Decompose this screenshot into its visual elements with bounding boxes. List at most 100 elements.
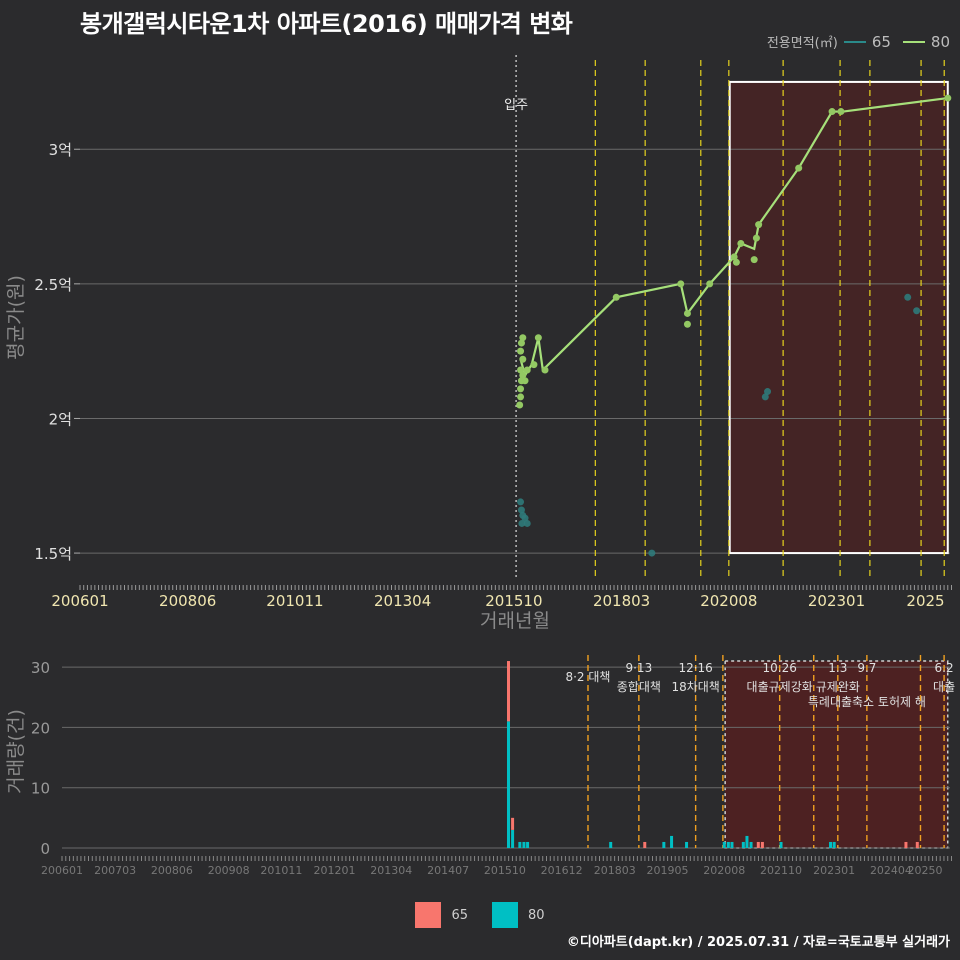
bar-x-tick-label: 201011 (260, 864, 302, 877)
bar-80 (526, 841, 530, 848)
y-tick-label: 2억 (49, 410, 72, 428)
x-tick-label: 200601 (51, 592, 108, 610)
legend-bottom-label-80: 80 (528, 907, 545, 923)
x-tick-label: 201304 (374, 592, 431, 610)
y-axis-label: 평균가(원) (5, 275, 27, 360)
series-65-point (913, 307, 921, 315)
series-80-point (732, 258, 740, 266)
policy-label: 대출규제강화 (747, 680, 813, 694)
bar-80 (506, 721, 510, 848)
bar-65 (915, 841, 919, 848)
series-80-point (523, 366, 531, 374)
bar-x-tick-label: 200806 (151, 864, 193, 877)
legend-top: 전용면적(㎡) 65 80 (766, 32, 950, 52)
bar-y-tick-label: 20 (31, 719, 50, 737)
bar-x-tick-label: 202008 (703, 864, 745, 877)
move-in-label: 입주 (504, 98, 528, 113)
policy-date: 1.3 (828, 661, 847, 675)
bar-x-tick-label: 200703 (94, 864, 136, 877)
credit-text: ©디아파트(dapt.kr) / 2025.07.31 / 자료=국토교통부 실… (566, 935, 950, 950)
bar-x-tick-label: 201304 (370, 864, 412, 877)
bar-80 (832, 841, 836, 848)
policy-label: 규제완화 (816, 680, 860, 694)
bar-80 (749, 841, 753, 848)
series-80-point (517, 339, 525, 347)
series-80-point (519, 371, 527, 379)
series-65-point (521, 514, 529, 522)
policy-label: 특례대출축소 토허제 해 (808, 695, 926, 709)
x-tick-label: 201803 (593, 592, 650, 610)
legend-swatch-65 (843, 40, 866, 43)
x-tick-label: 2025 (906, 592, 944, 610)
bar-x-tick-label: 201803 (594, 864, 636, 877)
bar-80 (722, 841, 726, 848)
bar-80 (662, 841, 666, 848)
bar-x-tick-label: 202110 (760, 864, 802, 877)
policy-date: 10.26 (762, 661, 796, 675)
series-80-point (828, 108, 836, 116)
bar-80 (829, 841, 833, 848)
policy-label: 18차대책 (671, 679, 719, 694)
bar-y-tick-label: 30 (31, 659, 50, 677)
bar-80 (730, 841, 734, 848)
y-tick-label: 1.5억 (34, 545, 72, 563)
bar-80 (745, 835, 749, 848)
legend-label-80: 80 (930, 32, 950, 51)
bar-y-axis-label: 거래량(건) (5, 709, 27, 794)
policy-date: 9.7 (857, 661, 876, 675)
series-65-point (518, 519, 526, 527)
x-tick-label: 201510 (485, 592, 542, 610)
x-tick-label: 202008 (700, 592, 757, 610)
series-80-point (683, 320, 691, 328)
series-80-point (750, 256, 758, 264)
bar-y-tick-label: 10 (31, 780, 50, 798)
policy-label: 대출 (933, 680, 955, 694)
series-80-point (737, 239, 745, 247)
bar-65 (643, 841, 647, 848)
series-65-point (523, 519, 531, 527)
series-80-point (837, 108, 845, 116)
series-80-point (752, 234, 760, 242)
series-65-point (517, 498, 525, 506)
bar-y-tick-label: 0 (40, 840, 50, 858)
series-65-point (517, 506, 525, 514)
bar-80 (609, 841, 613, 848)
series-80-point (516, 401, 524, 409)
series-80-point (534, 334, 542, 342)
bar-80 (518, 841, 522, 848)
legend-title: 전용면적(㎡) (766, 36, 838, 51)
series-65-point (761, 393, 769, 401)
policy-label: 8·2 대책 (565, 669, 610, 684)
x-tick-label: 202301 (808, 592, 865, 610)
legend-label-65: 65 (871, 32, 891, 51)
bar-80 (726, 841, 730, 848)
x-axis-label: 거래년월 (480, 610, 550, 632)
bar-80 (685, 841, 689, 848)
series-80-point (612, 293, 620, 301)
bar-80 (670, 835, 674, 848)
bar-x-tick-label: 200908 (208, 864, 250, 877)
series-80-point (517, 393, 525, 401)
series-80-point (730, 253, 738, 261)
bar-highlight-region (725, 661, 948, 848)
series-80-point (521, 377, 529, 385)
series-80-point (795, 164, 803, 172)
bar-x-tick-label: 201612 (541, 864, 583, 877)
legend-swatch-80 (902, 40, 925, 43)
legend-bottom-label-65: 65 (451, 907, 468, 923)
bar-80 (522, 841, 526, 848)
series-80-point (944, 94, 952, 102)
bar-x-tick-label: 201201 (314, 864, 356, 877)
x-tick-label: 200806 (159, 592, 216, 610)
series-80-point (706, 280, 714, 288)
highlight-region (729, 81, 948, 554)
policy-label: 종합대책 (617, 679, 661, 694)
policy-date: 12·16 (678, 661, 712, 675)
bar-x-tick-label: 201510 (484, 864, 526, 877)
bar-80 (741, 841, 745, 848)
y-tick-label: 3억 (49, 141, 72, 159)
bar-80 (511, 829, 515, 848)
bar-x-tick-label: 202404 (870, 864, 912, 877)
series-80-point (517, 385, 525, 393)
